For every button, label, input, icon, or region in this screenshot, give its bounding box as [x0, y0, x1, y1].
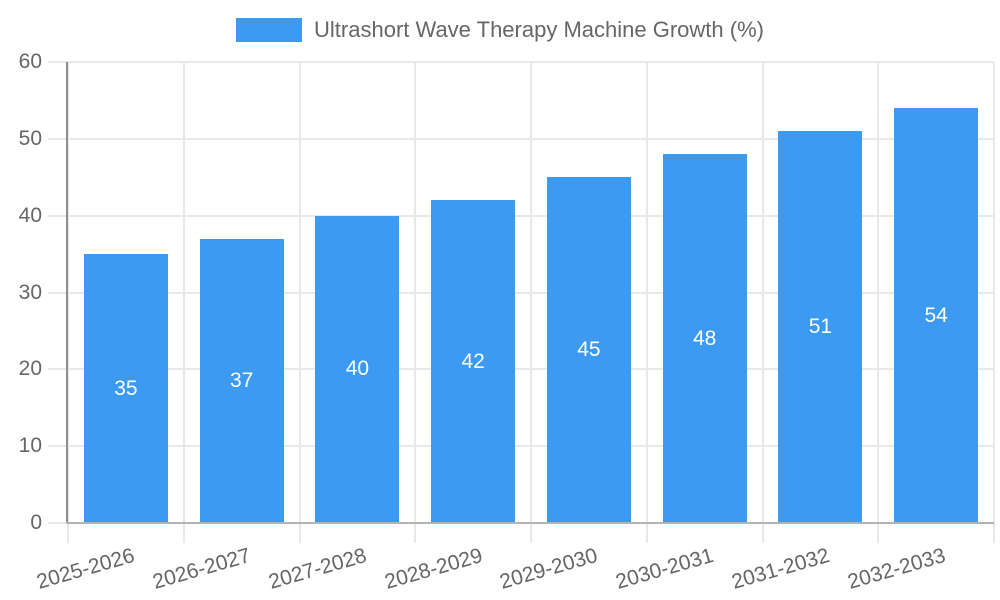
legend-label: Ultrashort Wave Therapy Machine Growth (…	[314, 17, 764, 42]
bar[interactable]	[431, 200, 516, 523]
legend[interactable]: Ultrashort Wave Therapy Machine Growth (…	[0, 17, 1000, 43]
x-gridline	[645, 62, 648, 543]
x-gridline	[761, 62, 764, 543]
bar[interactable]	[778, 131, 863, 523]
bar-value-label: 35	[114, 376, 138, 400]
bar-value-label: 42	[461, 349, 485, 373]
bar-value-label: 40	[345, 357, 370, 381]
y-gridline	[48, 214, 994, 217]
x-gridline	[67, 62, 69, 543]
bar[interactable]	[662, 154, 747, 523]
x-axis-tick-label: 2030-2031	[613, 543, 717, 594]
y-axis-tick-label: 10	[18, 434, 42, 458]
y-axis-tick-label: 20	[18, 357, 42, 381]
bar[interactable]	[315, 215, 400, 523]
x-gridline	[530, 62, 532, 543]
x-axis-tick-label: 2029-2030	[497, 543, 601, 594]
y-gridline	[48, 445, 994, 448]
y-axis-tick-label: 60	[18, 50, 42, 73]
y-axis-tick-label: 30	[18, 280, 42, 304]
x-gridline	[877, 62, 880, 543]
bar-value-label: 37	[229, 368, 254, 392]
bar[interactable]	[546, 177, 631, 523]
bar-value-label: 51	[808, 315, 833, 339]
y-gridline	[48, 368, 994, 371]
x-axis-line	[66, 522, 994, 524]
bar[interactable]	[894, 108, 979, 523]
legend-swatch	[236, 18, 303, 42]
y-gridline	[48, 61, 994, 63]
x-axis-tick-label: 2026-2027	[150, 543, 254, 594]
y-axis-tick-label: 50	[18, 126, 42, 150]
bar[interactable]	[199, 238, 284, 523]
x-axis-tick-label: 2031-2032	[729, 543, 832, 594]
bar-value-label: 48	[692, 326, 717, 350]
y-gridline	[48, 291, 994, 294]
y-axis-tick-label: 0	[30, 511, 42, 534]
x-axis-tick-label: 2027-2028	[266, 543, 369, 594]
x-gridline	[414, 62, 417, 543]
x-axis-tick-label: 2028-2029	[381, 543, 485, 594]
x-axis-tick-label: 2025-2026	[34, 543, 138, 594]
x-gridline	[182, 62, 185, 543]
y-axis-line	[66, 62, 68, 524]
x-gridline	[993, 62, 995, 543]
y-gridline	[48, 137, 994, 140]
bar-value-label: 45	[577, 338, 601, 362]
bar[interactable]	[83, 254, 168, 523]
bar-value-label: 54	[924, 303, 948, 327]
y-axis-tick-label: 40	[18, 203, 42, 227]
x-gridline	[298, 62, 301, 543]
x-axis-tick-label: 2032-2033	[844, 543, 948, 594]
